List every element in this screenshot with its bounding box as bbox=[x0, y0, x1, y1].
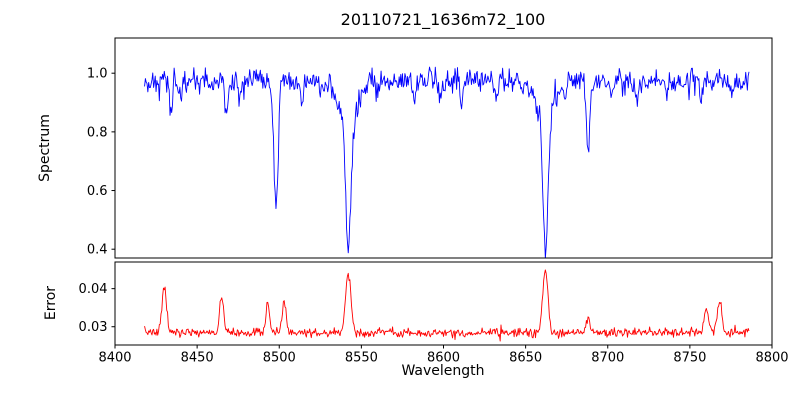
y-tick-label-spectrum: 1.0 bbox=[87, 67, 108, 82]
y-tick-label-spectrum: 0.6 bbox=[87, 184, 108, 199]
x-tick-label: 8700 bbox=[591, 351, 624, 366]
x-tick-label: 8450 bbox=[181, 351, 214, 366]
x-axis-label: Wavelength bbox=[401, 363, 485, 379]
x-tick-label: 8750 bbox=[673, 351, 706, 366]
x-tick-label: 8550 bbox=[345, 351, 378, 366]
y-tick-label-error: 0.04 bbox=[79, 282, 108, 297]
y-tick-label-spectrum: 0.4 bbox=[87, 243, 108, 258]
x-tick-label: 8800 bbox=[755, 351, 788, 366]
x-tick-label: 8400 bbox=[98, 351, 131, 366]
y-tick-label-spectrum: 0.8 bbox=[87, 125, 108, 140]
x-tick-label: 8600 bbox=[427, 351, 460, 366]
x-tick-label: 8650 bbox=[509, 351, 542, 366]
panel-frame-spectrum bbox=[114, 37, 773, 259]
y-tick-label-error: 0.03 bbox=[79, 320, 108, 335]
spectrum-line bbox=[144, 66, 750, 258]
chart-title: 20110721_1636m72_100 bbox=[340, 10, 546, 29]
x-tick-label: 8500 bbox=[263, 351, 296, 366]
error-line bbox=[144, 269, 750, 342]
